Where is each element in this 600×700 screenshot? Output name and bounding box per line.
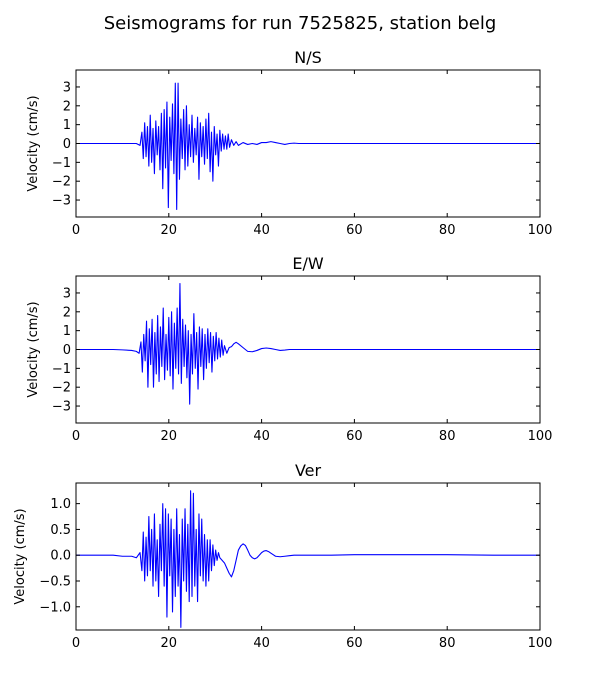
- y-tick-label-ew-4: 1: [63, 324, 71, 339]
- y-tick-label-ns-0: −3: [52, 194, 71, 209]
- x-tick-label-ns-5: 100: [528, 223, 553, 238]
- x-tick-label-ew-5: 100: [528, 429, 553, 444]
- x-tick-label-ns-3: 60: [346, 223, 363, 238]
- subplot-title-ver: Ver: [295, 461, 322, 480]
- y-tick-label-ns-2: −1: [52, 156, 71, 171]
- x-tick-label-ver-5: 100: [528, 636, 553, 651]
- y-tick-label-ew-6: 3: [63, 286, 71, 301]
- y-tick-label-ns-6: 3: [63, 80, 71, 95]
- y-tick-label-ver-3: 0.5: [50, 523, 71, 538]
- series-line-ver-0: [76, 490, 540, 628]
- x-tick-label-ver-3: 60: [346, 636, 363, 651]
- series-line-ns-0: [76, 82, 540, 211]
- x-tick-label-ew-4: 80: [439, 429, 456, 444]
- x-tick-label-ns-4: 80: [439, 223, 456, 238]
- y-tick-label-ns-5: 2: [63, 99, 71, 114]
- y-tick-label-ver-0: −1.0: [39, 600, 71, 615]
- y-tick-label-ew-0: −3: [52, 400, 71, 415]
- y-tick-label-ver-2: 0.0: [50, 549, 71, 564]
- y-tick-label-ver-4: 1.0: [50, 497, 71, 512]
- subplot-title-ew: E/W: [292, 254, 324, 273]
- x-tick-label-ver-4: 80: [439, 636, 456, 651]
- x-tick-label-ew-2: 40: [253, 429, 270, 444]
- y-axis-label-ns: Velocity (cm/s): [26, 95, 41, 191]
- y-tick-label-ns-3: 0: [63, 137, 71, 152]
- x-tick-label-ns-2: 40: [253, 223, 270, 238]
- subplot-ew: E/W 0 20 40 60 80 100 −3 −2 −1 0 1 2 3 Velocity (cm/s): [26, 254, 552, 444]
- y-tick-label-ver-1: −0.5: [39, 575, 71, 590]
- y-axis-label-ew: Velocity (cm/s): [26, 301, 41, 397]
- y-tick-label-ew-5: 2: [63, 305, 71, 320]
- y-tick-label-ew-3: 0: [63, 343, 71, 358]
- x-tick-label-ver-1: 20: [161, 636, 178, 651]
- y-tick-label-ew-2: −1: [52, 362, 71, 377]
- y-tick-label-ns-1: −2: [52, 175, 71, 190]
- series-line-ew-0: [76, 282, 540, 405]
- subplot-ver: Ver 0 20 40 60 80 100 −1.0 −0.5 0.0 0.5 1.0 Velocity…: [13, 461, 552, 651]
- subplot-title-ns: N/S: [294, 48, 322, 67]
- x-tick-label-ew-0: 0: [72, 429, 80, 444]
- y-tick-label-ew-1: −2: [52, 381, 71, 396]
- x-tick-label-ver-2: 40: [253, 636, 270, 651]
- axes-frame-ver: [75, 482, 541, 631]
- x-tick-label-ew-3: 60: [346, 429, 363, 444]
- figure-suptitle: Seismograms for run 7525825, station bel…: [104, 13, 497, 34]
- subplot-ns: N/S 0 20 40 60 80 100 −3 −2 −1 0 1 2 3 Velocity (cm/s): [26, 48, 552, 238]
- x-tick-label-ew-1: 20: [161, 429, 178, 444]
- x-tick-label-ver-0: 0: [72, 636, 80, 651]
- y-axis-label-ver: Velocity (cm/s): [13, 508, 28, 604]
- x-tick-label-ns-0: 0: [72, 223, 80, 238]
- x-tick-label-ns-1: 20: [161, 223, 178, 238]
- y-tick-label-ns-4: 1: [63, 118, 71, 133]
